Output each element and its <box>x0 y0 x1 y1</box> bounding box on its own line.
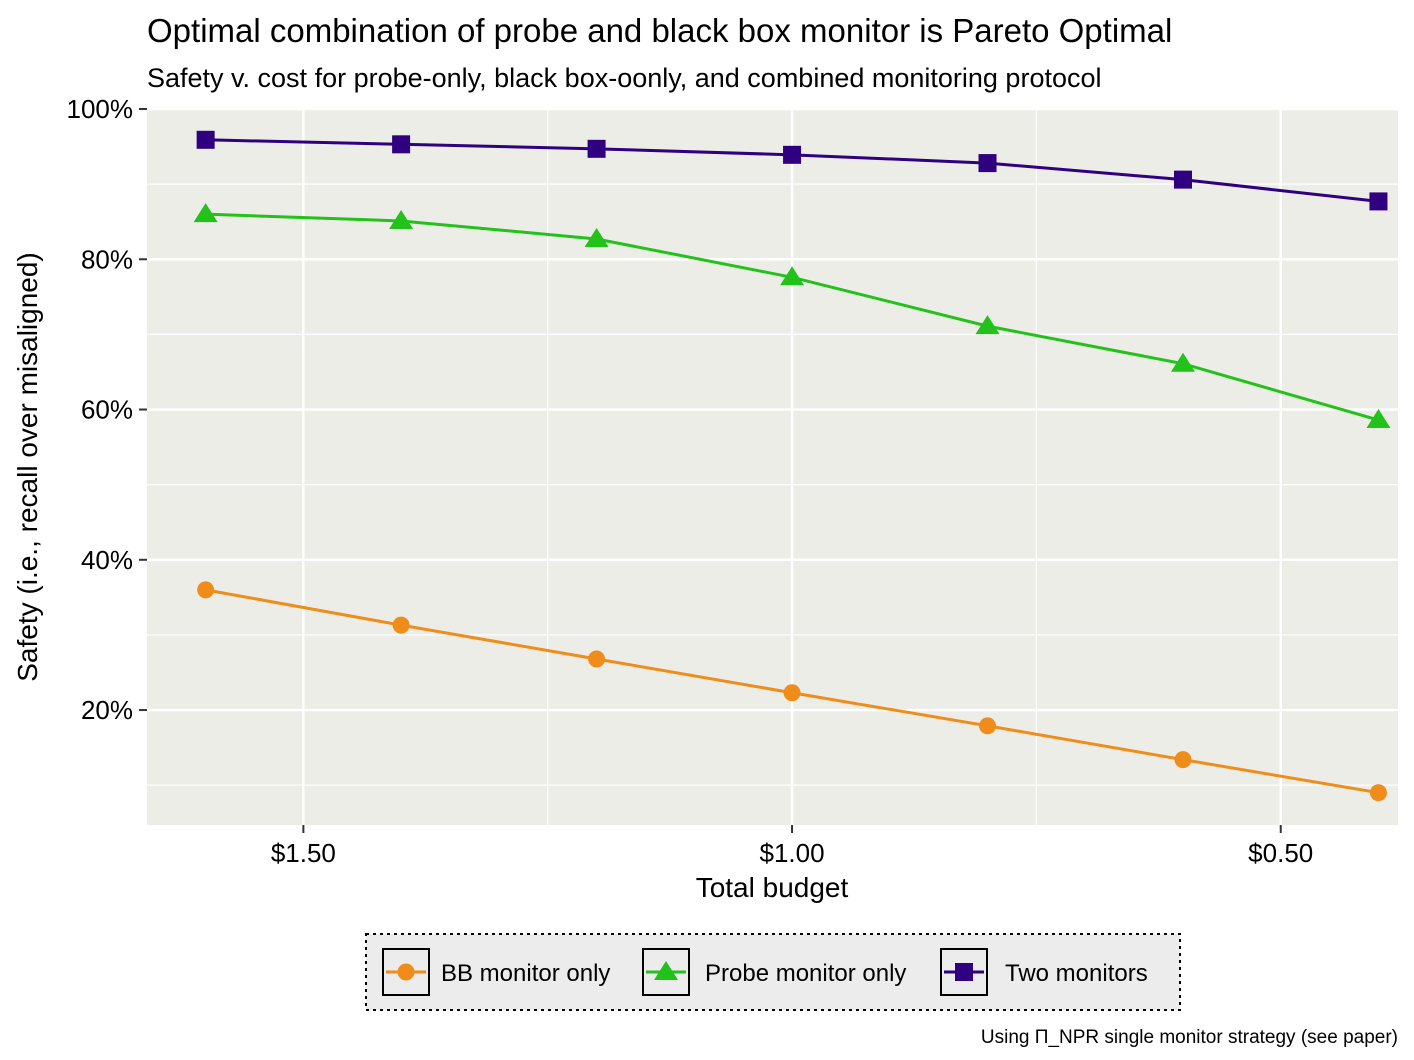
data-point-circle <box>197 581 215 599</box>
legend-key-square <box>955 963 973 981</box>
data-point-triangle <box>975 315 1000 335</box>
data-point-circle <box>1369 784 1387 802</box>
data-point-square <box>196 130 215 149</box>
legend: BB monitor only Probe monitor only Two mon… <box>365 933 1181 1011</box>
legend-label: BB monitor only <box>441 960 610 987</box>
data-point-triangle <box>389 209 414 229</box>
data-point-circle <box>1174 751 1192 769</box>
legend-label: Probe monitor only <box>705 960 906 987</box>
data-point-square <box>392 135 411 154</box>
data-point-square <box>587 139 606 158</box>
data-point-triangle <box>193 203 218 223</box>
x-axis-title: Total budget <box>696 872 849 903</box>
legend-key-triangle <box>654 961 678 980</box>
chart-caption: Using Π_NPR single monitor strategy (see… <box>981 1027 1398 1048</box>
y-axis: 20% 40% 60% 80% 100% <box>67 94 147 725</box>
data-point-triangle <box>1170 352 1195 372</box>
y-tick-label: 80% <box>81 244 133 274</box>
data-point-circle <box>979 717 997 735</box>
grid-major <box>147 107 1398 825</box>
data-point-triangle <box>1366 409 1391 429</box>
data-point-circle <box>392 616 410 634</box>
plot-panel <box>147 109 1398 825</box>
y-tick-label: 40% <box>81 545 133 575</box>
data-point-square <box>783 145 802 164</box>
x-tick-label: $1.50 <box>271 838 336 868</box>
legend-label: Two monitors <box>1005 960 1148 987</box>
legend-key-circle <box>397 963 415 981</box>
y-axis-title: Safety (i.e., recall over misaligned) <box>12 252 43 682</box>
y-tick-label: 60% <box>81 395 133 425</box>
y-tick-label: 20% <box>81 695 133 725</box>
grid-minor <box>147 109 1398 825</box>
x-tick-label: $0.50 <box>1248 838 1313 868</box>
chart-subtitle: Safety v. cost for probe-only, black box… <box>147 63 1102 93</box>
data-point-circle <box>783 684 801 702</box>
data-point-triangle <box>780 266 805 286</box>
data-point-circle <box>588 650 606 668</box>
data-point-triangle <box>584 227 609 247</box>
data-point-square <box>978 154 997 173</box>
x-tick-label: $1.00 <box>760 838 825 868</box>
legend-frame <box>365 933 1181 1011</box>
chart-title: Optimal combination of probe and black b… <box>147 12 1172 49</box>
y-tick-label: 100% <box>67 94 134 124</box>
x-axis: $1.50 $1.00 $0.50 <box>271 825 1313 868</box>
series-points <box>193 130 1391 802</box>
data-point-square <box>1369 192 1388 211</box>
data-point-square <box>1173 170 1192 189</box>
